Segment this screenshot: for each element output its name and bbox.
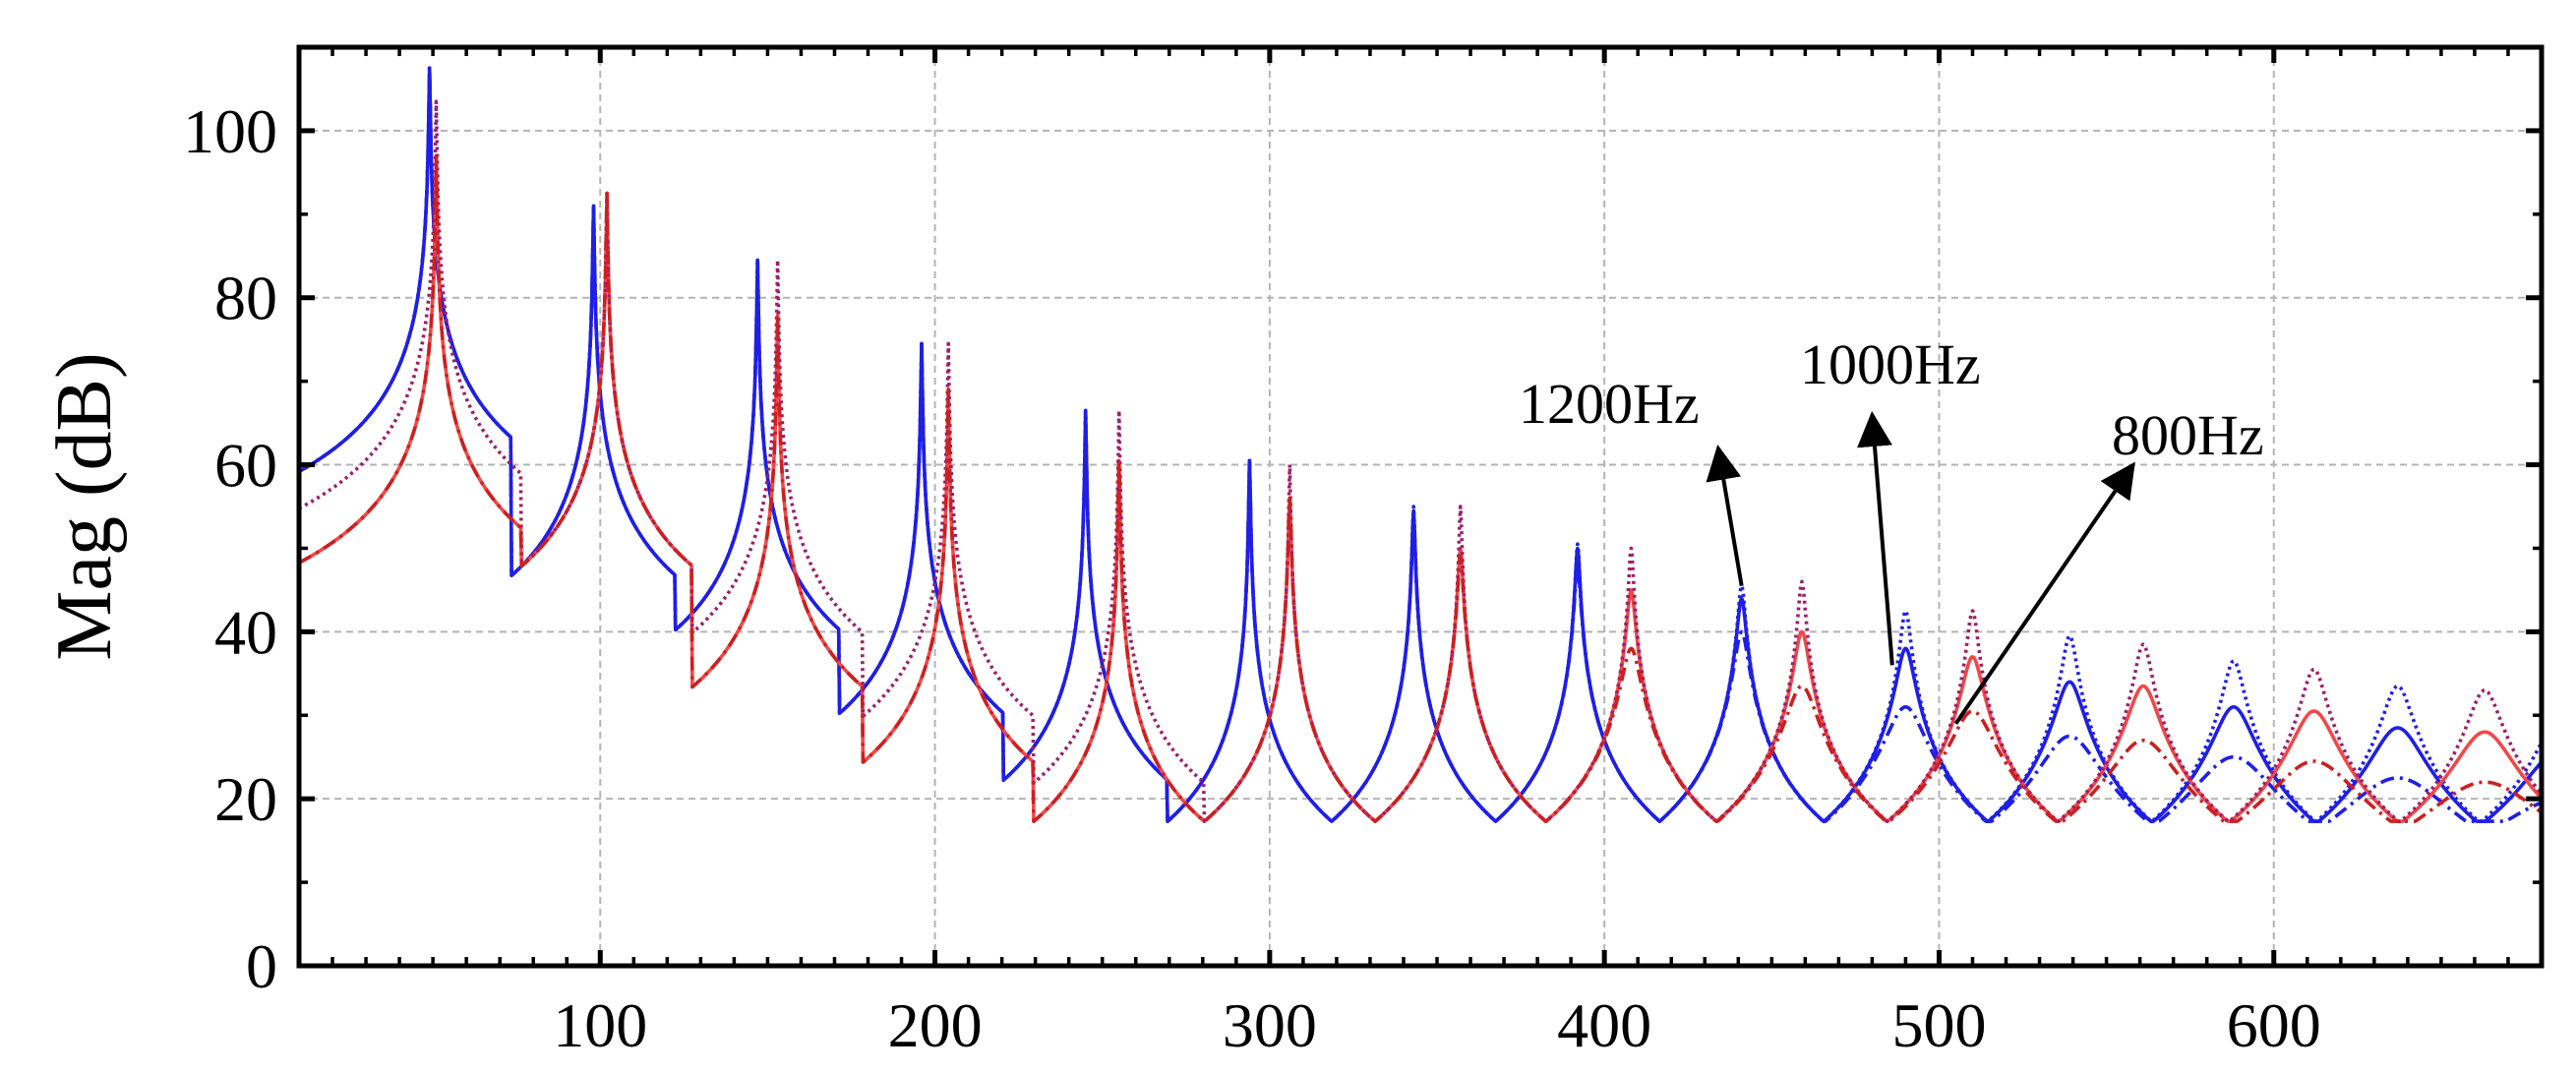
x-tick-label: 300 — [1223, 990, 1317, 1060]
x-tick-label: 100 — [553, 990, 647, 1060]
series-group — [299, 66, 2542, 823]
annotation-label: 1000Hz — [1800, 332, 1981, 396]
y-tick-label: 80 — [214, 264, 277, 333]
plot-frame — [296, 44, 2545, 969]
y-tick-label: 0 — [246, 931, 277, 1001]
grid-lines — [299, 47, 2542, 966]
series-line-red-solid — [299, 153, 2542, 823]
series-line-blue-dash-dot — [299, 66, 2542, 823]
x-tick-label: 200 — [888, 990, 983, 1060]
y-axis-title: Mag (dB) — [41, 352, 128, 660]
annotation-label: 800Hz — [2112, 403, 2264, 467]
series-line-red-dash-dot — [299, 153, 2542, 823]
axis-ticks: 100 200 300 400 500 600 0 20 40 60 80 100 — [183, 45, 2544, 1060]
annotation-arrow — [1857, 411, 1894, 666]
y-tick-label: 60 — [214, 431, 277, 501]
annotation-arrow — [1953, 461, 2135, 725]
series-line-blue-solid — [299, 66, 2542, 823]
y-tick-label: 20 — [214, 764, 277, 834]
y-tick-label: 100 — [183, 96, 277, 166]
x-tick-label: 600 — [2227, 990, 2321, 1060]
x-tick-label: 400 — [1557, 990, 1651, 1060]
annotation-arrow — [1706, 445, 1744, 586]
x-tick-label: 500 — [1891, 990, 1986, 1060]
annotation-label: 1200Hz — [1519, 372, 1700, 436]
y-tick-label: 40 — [214, 597, 277, 667]
annotations: 1200Hz 1000Hz 800Hz — [1519, 332, 2264, 725]
